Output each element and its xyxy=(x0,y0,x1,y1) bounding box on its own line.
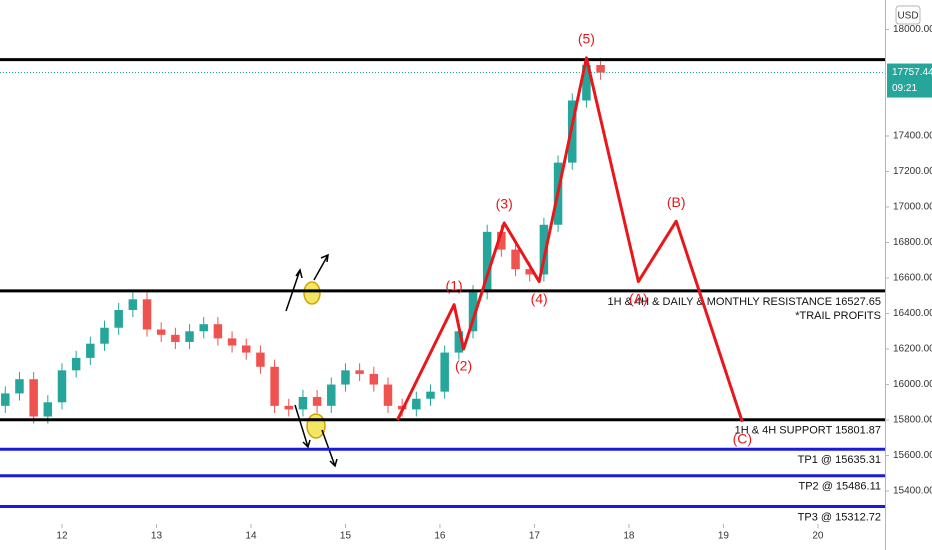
level-label: 1H & 4H & DAILY & MONTHLY RESISTANCE 165… xyxy=(608,296,881,308)
candle-body xyxy=(142,299,152,330)
x-tick-label: 13 xyxy=(151,531,163,542)
wave-label: (3) xyxy=(496,196,513,212)
level-label: TP3 @ 15312.72 xyxy=(798,511,881,523)
wave-label: (B) xyxy=(667,194,686,210)
candle-body xyxy=(298,396,308,410)
y-tick-label: 16800.00 xyxy=(893,237,932,248)
y-tick-label: 17200.00 xyxy=(893,166,932,177)
candle-body xyxy=(128,299,138,310)
candle-body xyxy=(412,398,421,410)
candle-body xyxy=(539,224,549,275)
candle-body xyxy=(171,334,180,342)
candle-body xyxy=(582,64,591,101)
last-price-badge xyxy=(887,63,932,98)
candle-body xyxy=(227,338,237,346)
candle-body xyxy=(355,370,364,374)
x-tick-label: 17 xyxy=(529,531,541,542)
y-tick-label: 15600.00 xyxy=(893,450,932,461)
arrow xyxy=(294,404,311,449)
x-tick-label: 16 xyxy=(434,531,446,542)
candle-body xyxy=(596,64,605,73)
wave-label: (2) xyxy=(455,358,472,374)
y-tick-label: 18000.00 xyxy=(893,24,932,35)
candle-body xyxy=(86,343,95,358)
candle-body xyxy=(525,269,534,275)
candle-body xyxy=(284,405,294,410)
candle-body xyxy=(43,402,53,417)
y-tick-label: 17000.00 xyxy=(893,202,932,213)
candle-body xyxy=(270,366,279,406)
candle-body xyxy=(185,331,194,342)
last-price-label: 17757.44 xyxy=(892,67,932,78)
candle-body xyxy=(482,231,492,293)
candle-body xyxy=(312,396,322,406)
wave-label: (A) xyxy=(629,290,648,306)
candle-body xyxy=(511,249,520,270)
currency-box xyxy=(895,5,921,25)
level-label: TP2 @ 15486.11 xyxy=(798,481,881,493)
y-tick-label: 16600.00 xyxy=(893,273,932,284)
x-tick-label: 12 xyxy=(56,531,68,542)
countdown: 09:21 xyxy=(892,83,917,94)
level-label: TP1 @ 15635.31 xyxy=(798,454,881,466)
candle-body xyxy=(100,327,109,344)
y-tick-label: 16200.00 xyxy=(893,344,932,355)
candle-body xyxy=(369,373,379,385)
x-tick-label: 14 xyxy=(245,531,257,542)
candle-body xyxy=(156,329,166,335)
candle-body xyxy=(1,393,10,406)
candle-body xyxy=(327,384,336,406)
candle-body xyxy=(426,391,435,399)
y-tick-label: 16400.00 xyxy=(893,308,932,319)
candle-body xyxy=(341,370,350,385)
candle-body xyxy=(199,324,208,332)
highlight-circle xyxy=(303,281,321,305)
candle-body xyxy=(114,309,123,328)
level-note: *TRAIL PROFITS xyxy=(795,310,881,322)
candle-body xyxy=(383,384,393,406)
candle-body xyxy=(57,370,67,403)
y-tick-label: 15400.00 xyxy=(893,486,932,497)
y-tick-label: 15800.00 xyxy=(893,415,932,426)
wave-label: (5) xyxy=(578,31,595,47)
currency: USD xyxy=(897,11,918,22)
candle-body xyxy=(468,292,478,332)
level-label: 1H & 4H SUPPORT 15801.87 xyxy=(735,425,881,437)
arrow xyxy=(313,253,329,281)
candle-body xyxy=(454,331,464,353)
candle-body xyxy=(29,379,38,417)
candle-body xyxy=(15,379,24,394)
y-tick-label: 17400.00 xyxy=(893,131,932,142)
candle-body xyxy=(241,345,251,353)
candle-body xyxy=(497,231,506,250)
x-tick-label: 18 xyxy=(623,531,635,542)
candle-body xyxy=(213,324,223,339)
highlight-circle xyxy=(306,413,326,439)
candle-body xyxy=(440,352,449,392)
wave-line xyxy=(396,56,744,423)
wave-label: (4) xyxy=(531,290,548,306)
y-tick-label: 16000.00 xyxy=(893,379,932,390)
x-tick-label: 19 xyxy=(718,531,730,542)
wave-label: (1) xyxy=(446,277,463,293)
x-tick-label: 15 xyxy=(340,531,352,542)
wave-label: (C) xyxy=(733,431,752,447)
candle-body xyxy=(256,352,265,367)
x-tick-label: 20 xyxy=(812,531,824,542)
candle-body xyxy=(71,357,81,371)
